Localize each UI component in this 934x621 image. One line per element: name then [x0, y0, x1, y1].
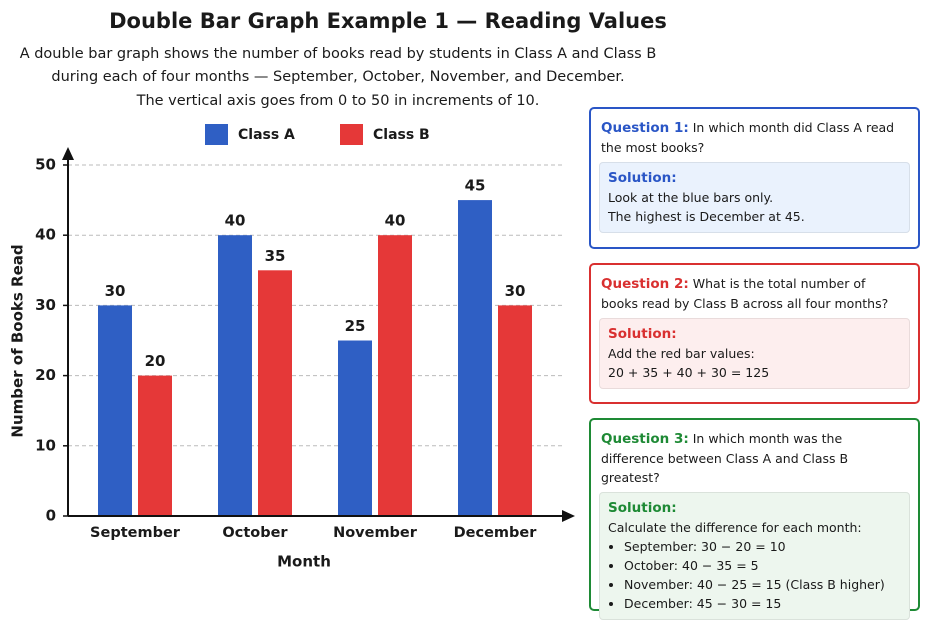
- bullet-item: September: 30 − 20 = 10: [624, 537, 901, 556]
- x-axis-label: Month: [277, 553, 331, 571]
- y-tick-label: 10: [35, 436, 56, 454]
- bar: [138, 375, 172, 516]
- data-label: 30: [105, 282, 126, 300]
- bullet-item: October: 40 − 35 = 5: [624, 556, 901, 575]
- data-label: 30: [505, 282, 526, 300]
- bar: [98, 305, 132, 516]
- question-label: Question 1:: [601, 120, 689, 136]
- question-text: In which month was the difference betwee…: [601, 431, 849, 485]
- question-text: In which month did Class A read the most…: [601, 120, 895, 155]
- question-label: Question 2:: [601, 276, 689, 292]
- data-label: 35: [265, 247, 286, 265]
- solution-box: Solution: Look at the blue bars only. The …: [599, 162, 910, 233]
- bar: [378, 235, 412, 516]
- y-tick-label: 40: [35, 226, 56, 244]
- solution-label: Solution:: [608, 326, 677, 342]
- question: Question 2: What is the total number of b…: [599, 274, 910, 318]
- bar: [338, 340, 372, 516]
- bullet-item: December: 45 − 30 = 15: [624, 594, 901, 613]
- solution-box: Solution: Add the red bar values: 20 + 35 …: [599, 318, 910, 389]
- subtitle: The vertical axis goes from 0 to 50 in i…: [136, 93, 540, 109]
- data-label: 45: [465, 177, 486, 195]
- solution-line: Calculate the difference for each month:: [608, 520, 862, 535]
- y-tick-label: 0: [46, 507, 56, 525]
- legend-label: Class B: [373, 127, 430, 143]
- solution-line: Look at the blue bars only.: [608, 190, 774, 205]
- x-tick-label: September: [90, 525, 181, 541]
- data-label: 25: [345, 317, 366, 335]
- legend-swatch: [205, 124, 228, 145]
- subtitle: during each of four months — September, …: [51, 69, 624, 85]
- bar: [258, 270, 292, 516]
- question-panel: Question 2: What is the total number of b…: [589, 263, 920, 404]
- x-tick-label: October: [222, 525, 288, 541]
- x-axis-arrow: [562, 510, 575, 522]
- bar: [498, 305, 532, 516]
- y-axis-label: Number of Books Read: [9, 244, 27, 437]
- legend-swatch: [340, 124, 363, 145]
- data-label: 20: [145, 352, 166, 370]
- solution-label: Solution:: [608, 170, 677, 186]
- solution-line: 20 + 35 + 40 + 30 = 125: [608, 365, 770, 380]
- y-axis-arrow: [62, 147, 74, 160]
- subtitle: A double bar graph shows the number of b…: [20, 46, 657, 62]
- data-label: 40: [225, 212, 246, 230]
- question: Question 1: In which month did Class A re…: [599, 118, 910, 162]
- bar: [458, 200, 492, 516]
- legend-label: Class A: [238, 127, 295, 143]
- bullet-list: September: 30 − 20 = 10October: 40 − 35 …: [608, 537, 901, 613]
- question-panel: Question 1: In which month did Class A re…: [589, 107, 920, 249]
- solution-line: The highest is December at 45.: [608, 209, 805, 224]
- data-label: 40: [385, 212, 406, 230]
- solution-box: Solution: Calculate the difference for ea…: [599, 492, 910, 620]
- y-tick-label: 50: [35, 156, 56, 174]
- x-tick-label: December: [454, 525, 538, 541]
- question-panel: Question 3: In which month was the differ…: [589, 418, 920, 620]
- y-tick-label: 20: [35, 366, 56, 384]
- solution-line: Add the red bar values:: [608, 346, 755, 361]
- chart-title: Double Bar Graph Example 1 — Reading Val…: [109, 9, 667, 33]
- bar: [218, 235, 252, 516]
- x-tick-label: November: [333, 525, 418, 541]
- y-tick-label: 30: [35, 296, 56, 314]
- question: Question 3: In which month was the differ…: [599, 429, 910, 492]
- bullet-item: November: 40 − 25 = 15 (Class B higher): [624, 575, 901, 594]
- question-label: Question 3:: [601, 431, 689, 447]
- question-text: What is the total number of books read b…: [601, 276, 889, 311]
- solution-label: Solution:: [608, 500, 677, 516]
